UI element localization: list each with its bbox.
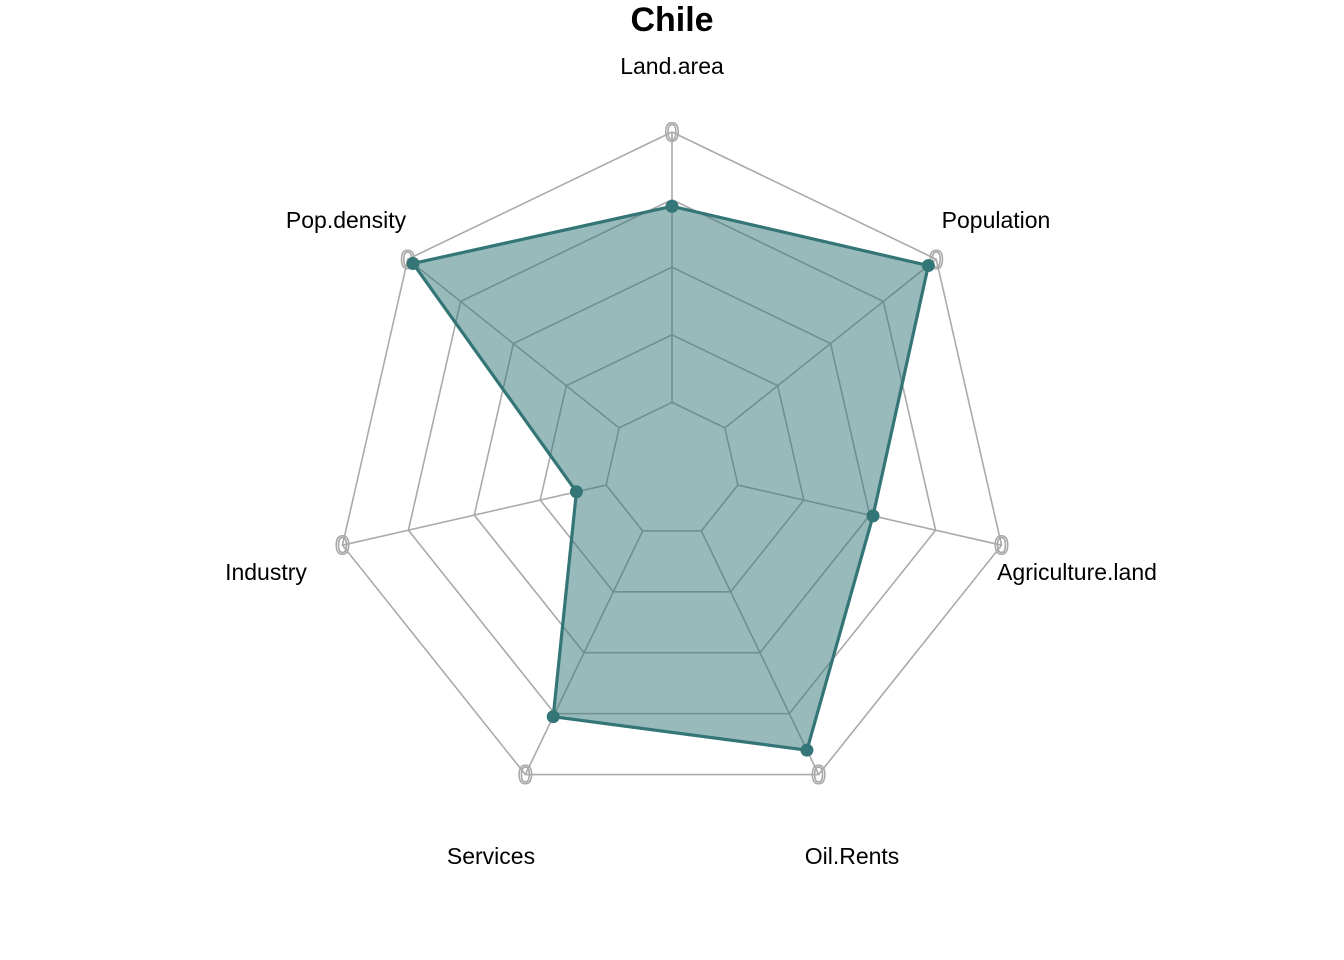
axis-label-pop-density: Pop.density	[286, 207, 407, 233]
axis-max-marker: 0	[994, 530, 1008, 560]
series-area-0	[411, 204, 930, 752]
data-point-agriculture-land	[866, 509, 880, 523]
data-point-population	[921, 259, 935, 273]
axis-max-marker: 0	[335, 530, 349, 560]
radar-series	[406, 199, 935, 757]
axis-max-marker: 0	[811, 760, 825, 790]
data-point-services	[546, 710, 560, 724]
axis-label-population: Population	[942, 207, 1051, 233]
axis-label-oil-rents: Oil.Rents	[805, 843, 900, 869]
grid-ring-5	[341, 131, 1003, 776]
data-point-land-area	[665, 199, 679, 213]
axis-label-land-area: Land.area	[620, 53, 724, 79]
grid-spoke-5	[342, 484, 607, 546]
data-point-pop-density	[406, 256, 420, 270]
axis-max-marker: 0	[665, 117, 679, 147]
axis-labels: Land.area Population Agriculture.land Oil.R…	[225, 53, 1157, 869]
axis-label-industry: Industry	[225, 559, 307, 585]
axis-label-agriculture-land: Agriculture.land	[997, 559, 1157, 585]
axis-max-marker: 0	[518, 760, 532, 790]
axis-label-services: Services	[447, 843, 535, 869]
data-point-oil-rents	[800, 743, 814, 757]
data-point-industry	[569, 485, 583, 499]
chart-title: Chile	[630, 1, 713, 39]
